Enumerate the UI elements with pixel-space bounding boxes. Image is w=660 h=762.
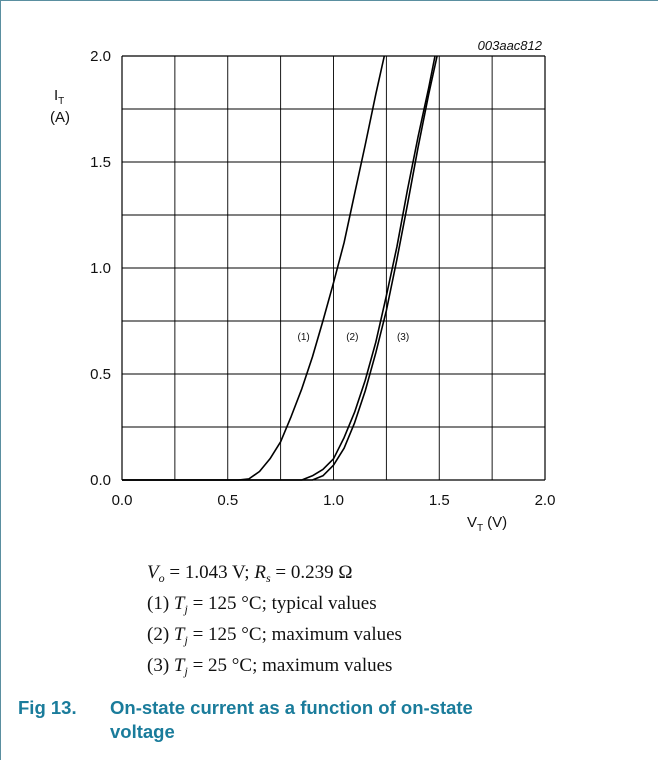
figure-caption: Fig 13. On-state current as a function of… [18, 696, 578, 744]
x-axis-label-main: V [467, 514, 477, 531]
x-tick-label: 0.0 [112, 492, 133, 509]
figure-title-line-1: On-state current as a function of on-sta… [110, 697, 473, 718]
curve-label: (1) [298, 332, 310, 343]
y-tick-label: 1.0 [90, 260, 111, 277]
y-axis-label-main: I [54, 87, 58, 104]
notes-line-4: (3) Tj = 25 °C; maximum values [147, 655, 393, 678]
series-line-1 [122, 55, 386, 481]
x-tick-label: 1.5 [429, 492, 450, 509]
chart-curve-labels: (1) (2) (3) [298, 332, 410, 343]
y-tick-label: 0.5 [90, 366, 111, 383]
y-axis-label: IT [54, 87, 64, 107]
curve-label: (2) [346, 332, 358, 343]
series-line-2 [122, 55, 436, 481]
notes-line-3: (2) Tj = 125 °C; maximum values [147, 624, 402, 647]
chart-curves [122, 55, 438, 481]
y-axis-label-sub: T [58, 96, 64, 107]
x-tick-label: 2.0 [535, 492, 556, 509]
y-tick-label: 0.0 [90, 472, 111, 489]
x-axis-label: VT (V) [467, 514, 507, 534]
figure-notes: Vo = 1.043 V; Rs = 0.239 Ω (1) Tj = 125 … [147, 560, 402, 684]
x-axis-label-unit: (V) [487, 514, 507, 531]
y-tick-label: 1.5 [90, 154, 111, 171]
notes-line-2: (1) Tj = 125 °C; typical values [147, 593, 377, 616]
chart-plot: 0.0 0.5 1.0 1.5 2.0 0.0 0.5 1.0 1.5 2.0 (1) (2) (3)… [50, 38, 555, 534]
chart-reference: 003aac812 [478, 38, 543, 53]
x-tick-label: 1.0 [323, 492, 344, 509]
x-axis-label-sub: T [477, 523, 483, 534]
curve-label: (3) [397, 332, 409, 343]
notes-line-1: Vo = 1.043 V; Rs = 0.239 Ω [147, 562, 353, 585]
series-line-3 [122, 55, 438, 481]
y-axis-unit: (A) [50, 109, 70, 126]
x-tick-label: 0.5 [217, 492, 238, 509]
chart-grid [121, 55, 546, 481]
figure-number: Fig 13. [18, 697, 77, 718]
figure-title-line-2: voltage [110, 721, 175, 742]
chart-ticks: 0.0 0.5 1.0 1.5 2.0 0.0 0.5 1.0 1.5 2.0 [90, 48, 555, 509]
y-tick-label: 2.0 [90, 48, 111, 65]
